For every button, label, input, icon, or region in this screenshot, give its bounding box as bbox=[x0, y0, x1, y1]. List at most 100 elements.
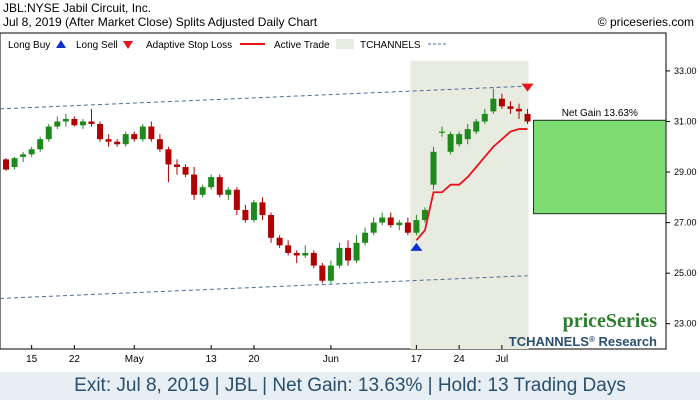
candle-body bbox=[242, 209, 249, 221]
price-chart: Net Gain 13.63% Long Buy Long Sell Adapt… bbox=[0, 32, 697, 365]
adaptive-stop-line bbox=[415, 128, 528, 241]
legend-active-swatch bbox=[336, 39, 354, 49]
candle-body bbox=[439, 131, 446, 133]
candle-body bbox=[225, 189, 232, 195]
candle-body bbox=[45, 126, 52, 140]
candle-body bbox=[79, 121, 86, 126]
x-tick-label: 15 bbox=[26, 354, 38, 365]
legend-buy-arrow-icon bbox=[56, 40, 66, 48]
candle-body bbox=[481, 113, 488, 122]
candle-body bbox=[54, 121, 61, 127]
x-tick-label: May bbox=[125, 354, 144, 365]
chart-title: JBL:NYSE Jabil Circuit, Inc. bbox=[3, 1, 152, 15]
candle-body bbox=[28, 149, 35, 155]
candle-body bbox=[216, 177, 223, 195]
candle-body bbox=[362, 232, 369, 243]
candle-body bbox=[182, 166, 189, 175]
x-tick-label: 17 bbox=[411, 354, 423, 365]
candle-body bbox=[498, 98, 505, 107]
y-axis: 23.00 25.00 27.00 29.00 31.00 33.00 bbox=[666, 66, 697, 329]
candle-body bbox=[122, 134, 129, 145]
candle-body bbox=[139, 126, 146, 140]
legend-adaptive-stop: Adaptive Stop Loss bbox=[146, 40, 232, 51]
candle-body bbox=[319, 265, 326, 281]
candle-body bbox=[105, 139, 112, 142]
candle-body bbox=[456, 134, 463, 145]
candle-body bbox=[370, 222, 377, 233]
long-sell-arrow-icon bbox=[521, 83, 534, 92]
candle-body bbox=[268, 215, 275, 238]
candle-body bbox=[97, 124, 104, 140]
candle-body bbox=[345, 247, 351, 261]
candle-body bbox=[396, 222, 403, 226]
y-tick-label: 25.00 bbox=[674, 268, 697, 278]
candle-body bbox=[379, 217, 386, 223]
candle-body bbox=[353, 242, 360, 261]
candle-body bbox=[37, 139, 44, 150]
candle-body bbox=[285, 245, 292, 253]
candle-body bbox=[387, 217, 394, 226]
candle-body bbox=[327, 265, 334, 281]
candle-body bbox=[11, 158, 18, 167]
x-tick-label: 24 bbox=[454, 354, 466, 365]
candle-body bbox=[191, 174, 198, 195]
candle-body bbox=[165, 149, 172, 165]
candle-body bbox=[490, 98, 497, 112]
net-gain-label: Net Gain 13.63% bbox=[562, 108, 638, 119]
legend: Long Buy Long Sell Adaptive Stop Loss Ac… bbox=[8, 39, 447, 51]
candle-body bbox=[473, 121, 480, 132]
candle-body bbox=[114, 141, 121, 145]
x-axis: 15 22 May 13 20 Jun 17 24 Jul bbox=[26, 345, 508, 365]
legend-active-trade: Active Trade bbox=[274, 40, 330, 51]
copyright-text: © priceseries.com bbox=[597, 15, 694, 29]
candle-body bbox=[413, 220, 420, 233]
candle-body bbox=[524, 113, 531, 122]
y-tick-label: 33.00 bbox=[674, 66, 697, 76]
tagline-reg: ® bbox=[589, 335, 595, 344]
candle-body bbox=[156, 139, 163, 150]
candle-body bbox=[71, 118, 78, 126]
candle-body bbox=[3, 159, 9, 170]
x-tick-label: 13 bbox=[206, 354, 218, 365]
trade-summary-footer: Exit: Jul 8, 2019 | JBL | Net Gain: 13.6… bbox=[0, 372, 700, 400]
tchannels-research-label: TCHANNELS® Research bbox=[509, 334, 657, 349]
y-tick-label: 29.00 bbox=[674, 167, 697, 177]
candle-body bbox=[131, 134, 138, 140]
candle-body bbox=[174, 164, 180, 167]
long-buy-arrow-icon bbox=[410, 242, 423, 251]
candle-body bbox=[404, 222, 411, 233]
candlesticks bbox=[3, 88, 531, 284]
candle-body bbox=[336, 247, 343, 266]
x-tick-label: 20 bbox=[248, 354, 260, 365]
candle-body bbox=[199, 187, 206, 195]
candle-body bbox=[516, 108, 522, 112]
candle-body bbox=[310, 252, 317, 266]
candle-body bbox=[250, 202, 257, 221]
legend-long-buy: Long Buy bbox=[8, 40, 50, 51]
candle-body bbox=[148, 126, 155, 140]
y-tick-label: 23.00 bbox=[674, 319, 697, 329]
candle-body bbox=[276, 237, 283, 246]
legend-long-sell: Long Sell bbox=[76, 40, 118, 51]
net-gain-box bbox=[533, 119, 667, 215]
candle-body bbox=[421, 209, 428, 221]
tagline-suffix: Research bbox=[595, 334, 657, 349]
candle-body bbox=[88, 121, 95, 125]
candle-body bbox=[259, 202, 266, 216]
y-tick-label: 27.00 bbox=[674, 218, 697, 228]
x-tick-label: Jun bbox=[323, 354, 339, 365]
x-tick-label: Jul bbox=[496, 354, 509, 365]
candle-body bbox=[507, 106, 514, 109]
y-tick-label: 31.00 bbox=[674, 116, 697, 126]
priceseries-logo: priceSeries bbox=[563, 310, 658, 332]
candle-body bbox=[302, 252, 309, 256]
legend-sell-arrow-icon bbox=[123, 41, 133, 49]
x-tick-label: 22 bbox=[69, 354, 81, 365]
candle-body bbox=[233, 189, 240, 210]
candle-body bbox=[20, 154, 27, 157]
chart-subtitle: Jul 8, 2019 (After Market Close) Splits … bbox=[3, 15, 318, 29]
candle-body bbox=[62, 118, 69, 122]
tagline-prefix: TCHANNELS bbox=[509, 334, 589, 349]
candle-body bbox=[208, 177, 215, 188]
candle-body bbox=[293, 252, 300, 256]
